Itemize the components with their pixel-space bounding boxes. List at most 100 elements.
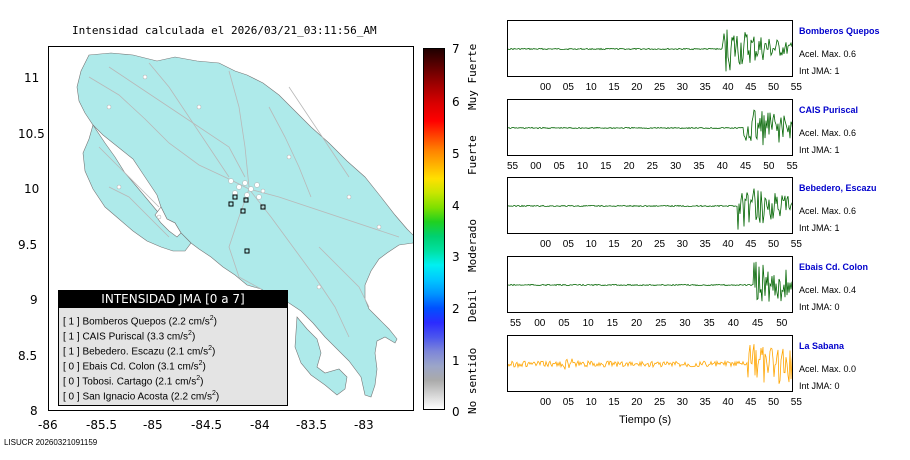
time-tick: 15 xyxy=(608,397,620,408)
time-tick: 25 xyxy=(655,318,667,329)
time-tick: 55 xyxy=(790,239,802,250)
waveform-svg xyxy=(508,261,792,302)
station-jma: Int JMA: 1 xyxy=(799,223,840,233)
seismogram-panel[interactable] xyxy=(507,177,793,234)
time-tick: 05 xyxy=(562,82,574,93)
station-accel: Acel. Max. 0.6 xyxy=(799,206,857,216)
costa-rica-map-svg xyxy=(76,52,413,398)
time-tick: 15 xyxy=(606,318,618,329)
time-tick: 00 xyxy=(540,82,552,93)
legend-row: [ 1 ] CAIS Puriscal (3.3 cm/s2) xyxy=(63,330,196,343)
time-tick: 40 xyxy=(727,318,739,329)
station-markers xyxy=(228,194,266,254)
legend-row: [ 0 ] San Ignacio Acosta (2.2 cm/s2) xyxy=(63,390,220,403)
waveform-svg xyxy=(508,344,792,384)
station-name[interactable]: La Sabana xyxy=(799,341,845,351)
station-jma: Int JMA: 1 xyxy=(799,145,840,155)
legend-row: [ 0 ] Tobosi. Cartago (2.1 cm/s2) xyxy=(63,375,204,388)
colorbar-label: Moderado xyxy=(466,219,479,272)
colorbar-number: 6 xyxy=(452,95,460,109)
costa-rica-landmass xyxy=(76,52,413,398)
time-tick: 15 xyxy=(600,161,612,172)
time-tick: 20 xyxy=(631,397,643,408)
colorbar-number: 7 xyxy=(452,42,460,56)
time-tick: 25 xyxy=(654,239,666,250)
time-tick: 00 xyxy=(540,397,552,408)
station-jma: Int JMA: 0 xyxy=(799,302,840,312)
map-ytick: 10 xyxy=(24,182,40,196)
map-xtick: -85.5 xyxy=(86,418,118,432)
time-tick: 15 xyxy=(608,239,620,250)
map-xtick: -84.5 xyxy=(191,418,223,432)
waveform-trace xyxy=(508,261,792,302)
time-tick: 55 xyxy=(790,82,802,93)
seismogram-panel[interactable] xyxy=(507,99,793,156)
time-tick: 40 xyxy=(722,82,734,93)
time-tick: 45 xyxy=(745,239,757,250)
time-tick: 10 xyxy=(585,239,597,250)
time-tick: 35 xyxy=(693,161,705,172)
seismogram-panel[interactable] xyxy=(507,256,793,313)
intensity-legend: INTENSIDAD JMA [0 a 7] [ 1 ] Bomberos Qu… xyxy=(58,290,288,406)
town-dots xyxy=(106,74,382,290)
time-axis-title: Tiempo (s) xyxy=(619,414,672,426)
time-tick: 30 xyxy=(670,161,682,172)
colorbar-number: 5 xyxy=(452,147,460,161)
time-tick: 35 xyxy=(703,318,715,329)
time-tick: 45 xyxy=(745,397,757,408)
time-tick: 50 xyxy=(768,82,780,93)
station-name[interactable]: Ebais Cd. Colon xyxy=(799,262,869,272)
seismogram-panel[interactable] xyxy=(507,20,793,77)
time-tick: 50 xyxy=(768,397,780,408)
time-tick: 10 xyxy=(576,161,589,172)
seismogram-panel[interactable] xyxy=(507,335,793,392)
time-tick: 10 xyxy=(582,318,594,329)
time-tick: 55 xyxy=(510,318,522,329)
time-tick: 25 xyxy=(654,397,666,408)
time-tick: 30 xyxy=(676,82,688,93)
station-accel: Acel. Max. 0.6 xyxy=(799,128,857,138)
map-ytick: 11 xyxy=(24,71,40,85)
map-title: Intensidad calculada el 2026/03/21_03:11… xyxy=(72,24,377,37)
station-name[interactable]: CAIS Puriscal xyxy=(799,105,859,115)
time-tick: 05 xyxy=(558,318,570,329)
time-tick: 45 xyxy=(752,318,764,329)
map-ytick: 8.5 xyxy=(18,349,38,363)
station-accel: Acel. Max. 0.6 xyxy=(799,49,857,59)
time-tick: 15 xyxy=(608,82,620,93)
osa-peninsula xyxy=(294,316,348,396)
waveform-svg xyxy=(508,29,792,72)
time-tick: 00 xyxy=(540,239,552,250)
time-tick: 10 xyxy=(585,397,597,408)
time-tick: 20 xyxy=(631,318,643,329)
time-tick: 35 xyxy=(699,82,711,93)
map-ytick: 9.5 xyxy=(18,238,38,252)
colorbar-number: 0 xyxy=(452,405,460,419)
time-tick: 40 xyxy=(716,161,728,172)
footer-id: LISUCR 20260321091159 xyxy=(4,438,98,447)
map-xtick: -86 xyxy=(38,418,58,432)
time-tick: 40 xyxy=(722,397,734,408)
legend-row: [ 0 ] Ebais Cd. Colon (3.1 cm/s2) xyxy=(63,360,206,373)
time-tick: 10 xyxy=(585,82,597,93)
waveform-trace xyxy=(508,344,792,384)
colorbar-label: Muy Fuerte xyxy=(466,43,479,110)
time-tick: 05 xyxy=(562,239,574,250)
station-name[interactable]: Bomberos Quepos xyxy=(799,26,880,36)
map-xtick: -85 xyxy=(143,418,163,432)
waveform-svg xyxy=(508,109,792,146)
waveform-trace xyxy=(508,188,792,230)
colorbar-number: 3 xyxy=(452,250,460,264)
map-ytick: 9 xyxy=(30,293,38,307)
road-network xyxy=(88,62,400,338)
legend-header: INTENSIDAD JMA [0 a 7] xyxy=(59,291,287,308)
time-tick: 40 xyxy=(722,239,734,250)
station-accel: Acel. Max. 0.4 xyxy=(799,285,857,295)
station-name[interactable]: Bebedero, Escazu xyxy=(799,183,877,193)
time-tick: 50 xyxy=(776,318,788,329)
colorbar-number: 4 xyxy=(452,199,460,213)
station-accel: Acel. Max. 0.0 xyxy=(799,364,857,374)
time-tick: 35 xyxy=(699,397,711,408)
time-tick: 45 xyxy=(740,161,752,172)
time-tick: 50 xyxy=(763,161,775,172)
